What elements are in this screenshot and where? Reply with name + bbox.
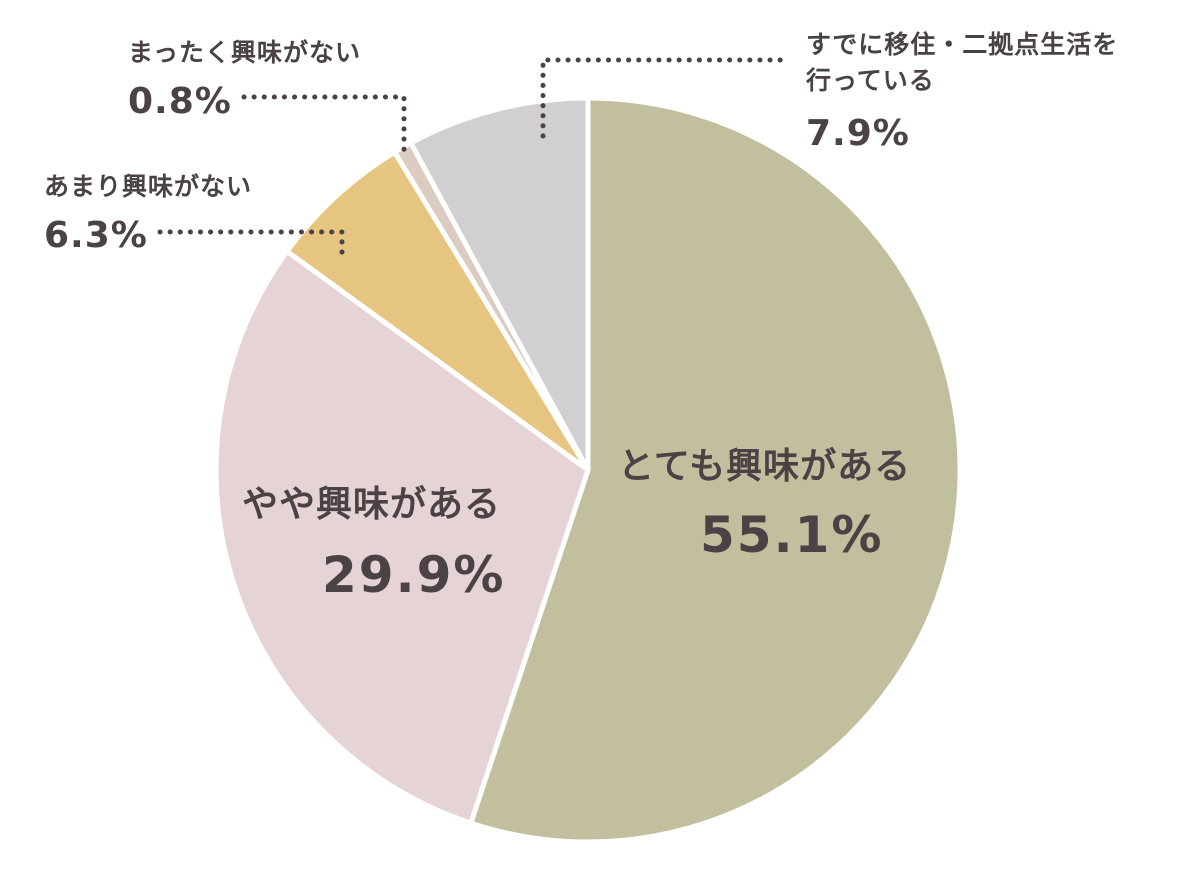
slice-value-amari: 6.3% — [44, 215, 148, 256]
leader-line-mattaku — [241, 94, 407, 161]
slice-sudeni — [408, 95, 591, 473]
slice-label-amari: あまり興味がない — [44, 172, 253, 201]
slice-value-totemo: 55.1% — [700, 506, 884, 564]
slice-yaya — [213, 248, 591, 826]
slice-label-sudeni-line2: 行っている — [806, 66, 935, 95]
slice-label-mattaku: まったく興味がない — [128, 38, 362, 67]
slice-value-yaya: 29.9% — [322, 546, 506, 604]
leader-line-sudeni — [540, 57, 793, 139]
slice-label-yaya: やや興味がある — [242, 484, 502, 525]
slice-value-sudeni: 7.9% — [806, 113, 910, 154]
slice-value-mattaku: 0.8% — [128, 81, 232, 122]
leader-line-amari — [157, 229, 345, 265]
slice-amari — [284, 149, 591, 473]
slice-totemo — [468, 95, 963, 845]
slice-label-sudeni-line1: すでに移住・二拠点生活を — [806, 30, 1119, 59]
slice-label-totemo: とても興味がある — [618, 446, 912, 487]
